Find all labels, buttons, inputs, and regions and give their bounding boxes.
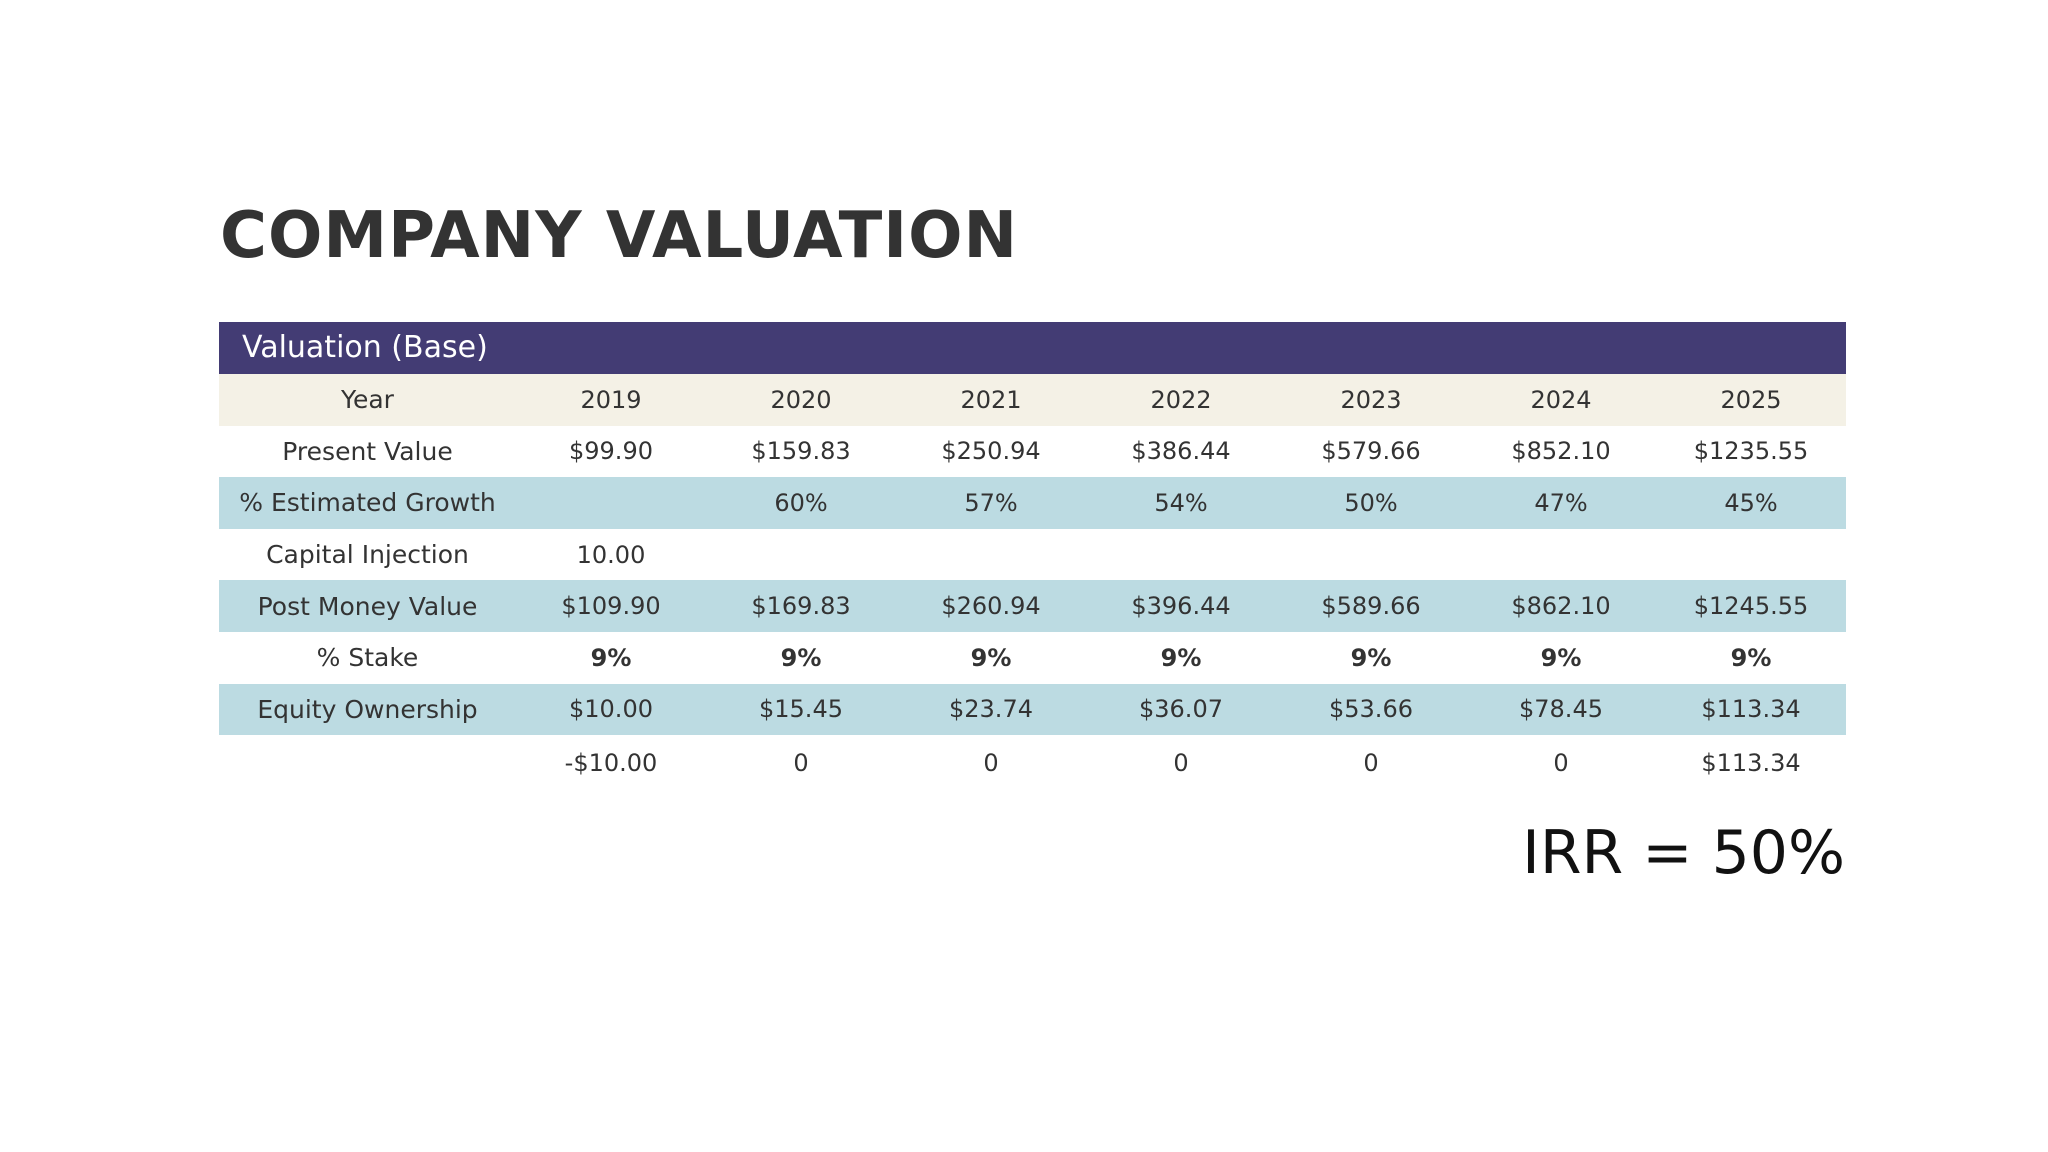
table-row-equity-ownership: Equity Ownership $10.00 $15.45 $23.74 $3…: [219, 683, 1846, 736]
table-cell: 10.00: [516, 528, 706, 581]
row-label: Equity Ownership: [219, 683, 516, 736]
row-label: Capital Injection: [219, 528, 516, 581]
valuation-table: Valuation (Base) Year 2019 2020 2021 202…: [219, 322, 1846, 792]
year-cell: 2019: [516, 374, 706, 426]
row-label: Present Value: [219, 425, 516, 478]
table-cell: $260.94: [896, 580, 1086, 632]
year-cell: 2025: [1656, 374, 1846, 426]
table-cell: $579.66: [1276, 425, 1466, 478]
table-cell: $386.44: [1086, 425, 1276, 478]
stake-cell: 9%: [1086, 631, 1276, 684]
irr-result: IRR = 50%: [1522, 818, 1845, 888]
table-cell: [1276, 528, 1466, 581]
table-row-estimated-growth: % Estimated Growth 60% 57% 54% 50% 47% 4…: [219, 477, 1846, 529]
table-cell: $589.66: [1276, 580, 1466, 632]
table-row-year: Year 2019 2020 2021 2022 2023 2024 2025: [219, 374, 1846, 426]
table-cell: $113.34: [1656, 683, 1846, 736]
table-cell: $23.74: [896, 683, 1086, 736]
table-row-capital-injection: Capital Injection 10.00: [219, 528, 1846, 581]
table-cell: 60%: [706, 477, 896, 529]
table-cell: 57%: [896, 477, 1086, 529]
table-cell: 54%: [1086, 477, 1276, 529]
table-cell: $99.90: [516, 425, 706, 478]
stake-cell: 9%: [1656, 631, 1846, 684]
stake-cell: 9%: [1276, 631, 1466, 684]
table-cell: $250.94: [896, 425, 1086, 478]
table-row-present-value: Present Value $99.90 $159.83 $250.94 $38…: [219, 425, 1846, 478]
table-cell: [1656, 528, 1846, 581]
table-cell: -$10.00: [516, 735, 706, 792]
table-cell: [706, 528, 896, 581]
year-cell: 2020: [706, 374, 896, 426]
stake-cell: 9%: [706, 631, 896, 684]
table-cell: $169.83: [706, 580, 896, 632]
table-cell: $1235.55: [1656, 425, 1846, 478]
stake-cell: 9%: [1466, 631, 1656, 684]
table-cell: [1086, 528, 1276, 581]
table-cell: 45%: [1656, 477, 1846, 529]
table-cell: [896, 528, 1086, 581]
row-label: [219, 735, 516, 792]
table-cell: $159.83: [706, 425, 896, 478]
table-row-post-money-value: Post Money Value $109.90 $169.83 $260.94…: [219, 580, 1846, 632]
table-cell: [516, 477, 706, 529]
table-cell: $862.10: [1466, 580, 1656, 632]
row-label: Post Money Value: [219, 580, 516, 632]
stake-cell: 9%: [516, 631, 706, 684]
table-cell: 47%: [1466, 477, 1656, 529]
year-cell: 2021: [896, 374, 1086, 426]
stake-cell: 9%: [896, 631, 1086, 684]
table-row-stake: % Stake 9% 9% 9% 9% 9% 9% 9%: [219, 631, 1846, 684]
table-cell: 50%: [1276, 477, 1466, 529]
table-cell: $36.07: [1086, 683, 1276, 736]
table-cell: $109.90: [516, 580, 706, 632]
row-label: Year: [219, 374, 516, 426]
table-header: Valuation (Base): [219, 322, 1846, 374]
table-cell: $15.45: [706, 683, 896, 736]
table-cell: $852.10: [1466, 425, 1656, 478]
table-cell: $113.34: [1656, 735, 1846, 792]
row-label: % Stake: [219, 631, 516, 684]
row-label: % Estimated Growth: [219, 477, 516, 529]
year-cell: 2024: [1466, 374, 1656, 426]
table-cell: 0: [1276, 735, 1466, 792]
table-row-cash-flow: -$10.00 0 0 0 0 0 $113.34: [219, 735, 1846, 792]
year-cell: 2023: [1276, 374, 1466, 426]
table-cell: $53.66: [1276, 683, 1466, 736]
table-cell: 0: [1466, 735, 1656, 792]
table-cell: [1466, 528, 1656, 581]
table-cell: $78.45: [1466, 683, 1656, 736]
valuation-grid: Year 2019 2020 2021 2022 2023 2024 2025 …: [219, 374, 1846, 792]
table-cell: 0: [896, 735, 1086, 792]
table-cell: 0: [706, 735, 896, 792]
page-title: COMPANY VALUATION: [220, 199, 1019, 273]
table-cell: 0: [1086, 735, 1276, 792]
table-cell: $10.00: [516, 683, 706, 736]
table-cell: $396.44: [1086, 580, 1276, 632]
year-cell: 2022: [1086, 374, 1276, 426]
table-cell: $1245.55: [1656, 580, 1846, 632]
